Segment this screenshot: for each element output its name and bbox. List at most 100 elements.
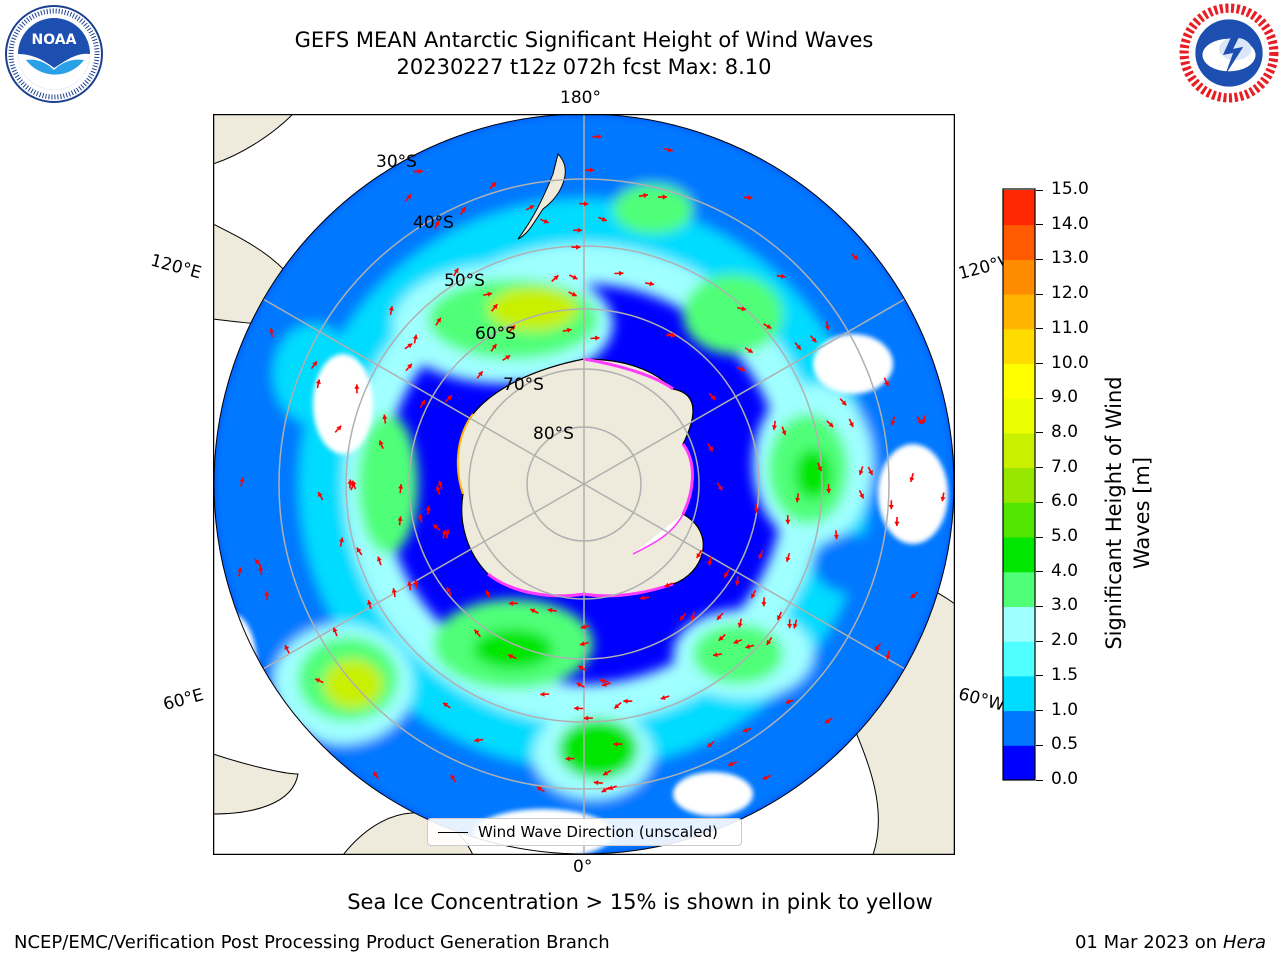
colorbar-band	[1003, 432, 1035, 469]
wave-direction-arrowhead	[571, 291, 577, 297]
wave-direction-arrowhead	[664, 582, 670, 588]
wave-direction-arrowhead	[707, 561, 713, 566]
colorbar-tick-mark	[1036, 258, 1043, 260]
wave-direction-arrowhead	[418, 168, 423, 174]
lat-label-70s: 70°S	[503, 375, 544, 395]
wave-direction-arrowhead	[487, 291, 493, 297]
colorbar-tick-label: 15.0	[1051, 179, 1089, 199]
wave-direction-arrowhead	[733, 639, 739, 644]
wave-direction-arrowhead	[474, 629, 480, 635]
wave-direction-arrowhead	[613, 741, 618, 747]
wave-direction-arrowhead	[356, 547, 362, 553]
wave-direction-arrowhead	[885, 655, 891, 660]
wave-direction-arrowhead	[660, 695, 666, 700]
wave-direction-arrowhead	[826, 488, 832, 494]
wave-direction-arrowhead	[741, 306, 747, 312]
wave-direction-arrowhead	[780, 273, 786, 279]
colorbar-tick-mark	[1036, 224, 1043, 226]
wave-direction-arrowhead	[708, 446, 713, 452]
wave-direction-arrowhead	[781, 430, 787, 436]
colorbar-band	[1003, 675, 1035, 712]
wave-direction-arrowhead	[740, 366, 746, 372]
wave-direction-arrowhead	[388, 306, 394, 311]
wave-direction-arrowhead	[510, 325, 515, 331]
wave-direction-arrowhead	[608, 785, 614, 791]
wave-direction-arrowhead	[378, 440, 384, 446]
wave-direction-arrowhead	[597, 134, 602, 140]
lat-label-80s: 80°S	[533, 424, 574, 444]
wave-direction-arrowhead	[753, 508, 759, 513]
wave-direction-arrowhead	[662, 194, 667, 200]
wave-direction-arrowhead	[367, 600, 372, 605]
map-title: GEFS MEAN Antarctic Significant Height o…	[294, 28, 874, 52]
wave-direction-arrowhead	[436, 317, 441, 323]
wave-direction-arrowhead	[347, 479, 353, 484]
wave-direction-arrowhead	[785, 519, 791, 525]
wave-height-field	[214, 114, 954, 854]
wave-direction-arrowhead	[447, 395, 452, 401]
colorbar-tick-mark	[1036, 189, 1043, 191]
wave-direction-arrowhead	[318, 492, 323, 497]
lat-label-40s: 40°S	[413, 213, 454, 233]
wave-direction-arrowhead	[728, 761, 734, 767]
colorbar-tick-label: 8.0	[1051, 421, 1079, 442]
colorbar-band	[1003, 502, 1035, 538]
wave-direction-arrowhead	[713, 652, 718, 658]
sea-ice-footnote: Sea Ice Concentration > 15% is shown in …	[347, 890, 933, 914]
wave-direction-arrowhead	[433, 524, 439, 530]
wave-direction-arrowhead	[407, 343, 413, 349]
colorbar-tick-mark	[1036, 640, 1043, 642]
wave-direction-arrowhead	[580, 624, 586, 630]
colorbar-band	[1003, 467, 1035, 503]
wave-direction-arrowhead	[710, 395, 716, 400]
wave-direction-arrowhead	[859, 493, 864, 499]
colorbar-tick-mark	[1036, 744, 1043, 746]
colorbar-band	[1003, 641, 1035, 677]
wave-direction-arrowhead	[785, 557, 791, 562]
lon-label-60e: 60°E	[161, 685, 206, 715]
legend-label: Wind Wave Direction (unscaled)	[478, 823, 718, 841]
wave-direction-arrowhead	[825, 325, 831, 331]
wave-direction-arrowhead	[258, 566, 264, 571]
wave-direction-arrowhead	[425, 505, 431, 511]
colorbar-tick-mark	[1036, 675, 1043, 677]
wave-direction-arrowhead	[921, 419, 927, 425]
noaa-logo: NOAA	[5, 5, 103, 103]
wave-direction-arrowhead	[492, 304, 498, 310]
wave-direction-arrowhead	[833, 534, 839, 540]
colorbar-tick-mark	[1036, 467, 1043, 469]
wave-direction-arrowhead	[747, 348, 753, 353]
colorbar-band	[1003, 363, 1035, 399]
wave-direction-arrowhead	[508, 600, 514, 606]
colorbar-tick-label: 13.0	[1051, 248, 1089, 269]
wave-direction-arrowhead	[599, 678, 605, 684]
wave-direction-arrowhead	[623, 698, 628, 704]
wave-direction-arrowhead	[382, 414, 388, 420]
colorbar-tick-mark	[1036, 571, 1043, 573]
colorbar-tick-mark	[1036, 363, 1043, 365]
wave-direction-arrowhead	[543, 218, 549, 224]
wave-direction-arrowhead	[909, 477, 915, 482]
wave-direction-arrowhead	[474, 737, 479, 743]
wave-direction-arrowhead	[505, 355, 511, 360]
credit-branch: NCEP/EMC/Verification Post Processing Pr…	[14, 932, 610, 953]
wave-direction-arrowhead	[785, 699, 791, 704]
colorbar-band	[1003, 398, 1035, 434]
wave-direction-arrowhead	[717, 485, 723, 491]
colorbar-band	[1003, 259, 1035, 295]
wave-direction-arrowhead	[849, 422, 854, 427]
wave-direction-arrowhead	[593, 780, 599, 786]
wave-direction-arrowhead	[453, 268, 459, 274]
colorbar-band	[1003, 537, 1035, 573]
credit-date: 01 Mar 2023 on Hera	[1075, 932, 1266, 953]
wave-direction-arrowhead	[841, 400, 847, 406]
wave-direction-arrowhead	[602, 681, 607, 687]
wave-direction-arrowhead	[603, 770, 609, 776]
wave-direction-arrowhead	[707, 742, 713, 748]
colorbar-title-line1: Significant Height of Wind	[1102, 376, 1126, 650]
wave-direction-arrowhead	[894, 521, 900, 526]
wave-direction-arrowhead	[565, 756, 570, 762]
wave-direction-arrowhead	[825, 718, 830, 724]
lat-label-30s: 30°S	[376, 152, 417, 172]
wave-direction-arrowhead	[888, 505, 894, 510]
